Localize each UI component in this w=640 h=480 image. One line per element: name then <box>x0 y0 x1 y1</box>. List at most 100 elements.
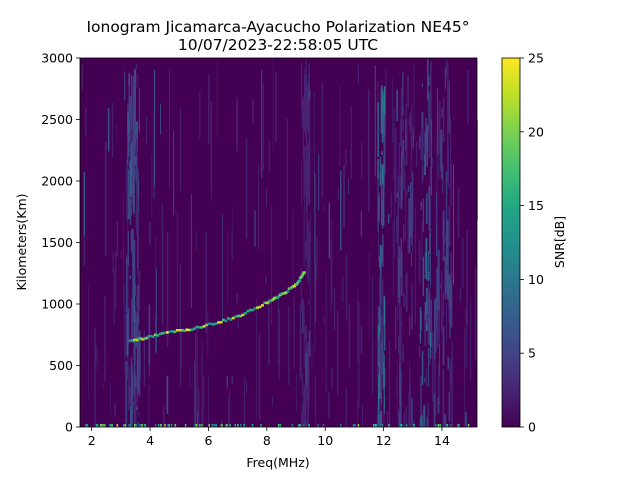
noise-streak <box>361 141 363 179</box>
trace-point <box>173 330 177 334</box>
noise-streak <box>121 250 122 259</box>
noise-band-streak <box>132 228 134 257</box>
noise-band-streak <box>424 311 426 346</box>
noise-band-streak <box>408 198 411 254</box>
noise-band-streak <box>430 331 432 359</box>
noise-band-streak <box>422 256 424 297</box>
ground-echo-mark <box>123 424 125 427</box>
noise-band-streak <box>301 99 304 128</box>
noise-streak <box>196 324 198 427</box>
noise-band-streak <box>384 114 386 175</box>
trace-point <box>246 309 250 313</box>
noise-band-streak <box>134 375 137 388</box>
noise-band-streak <box>129 161 131 169</box>
noise-band-streak <box>132 140 134 176</box>
noise-band-streak <box>379 156 382 186</box>
noise-streak <box>258 333 261 420</box>
noise-band-streak <box>427 347 429 387</box>
noise-band-streak <box>377 374 380 427</box>
noise-band-streak <box>444 256 447 300</box>
ground-echo-mark <box>144 424 147 427</box>
noise-streak <box>114 402 116 418</box>
noise-band-streak <box>136 318 138 348</box>
x-tick-label: 2 <box>88 433 96 448</box>
noise-streak <box>267 135 269 228</box>
noise-band-streak <box>409 369 411 412</box>
noise-streak <box>345 388 347 427</box>
noise-band-streak <box>137 125 140 129</box>
noise-streak <box>203 375 204 408</box>
noise-band-streak <box>448 147 449 188</box>
noise-band-streak <box>134 336 135 394</box>
ground-echo-mark <box>194 424 196 427</box>
ground-echo-mark <box>322 424 325 427</box>
noise-band-streak <box>126 171 128 219</box>
x-tick-label: 14 <box>434 433 450 448</box>
noise-streak <box>357 400 358 427</box>
noise-band-streak <box>428 186 430 200</box>
noise-band-streak <box>129 366 131 381</box>
noise-streak <box>160 103 162 135</box>
noise-band-streak <box>131 298 132 342</box>
noise-streak <box>252 99 254 123</box>
noise-band-streak <box>301 161 303 206</box>
noise-band-streak <box>409 315 411 336</box>
noise-streak <box>166 375 169 414</box>
colorbar-tick-label: 20 <box>528 124 544 139</box>
noise-streak <box>425 369 427 387</box>
trace-point <box>180 329 184 332</box>
ground-echo-mark <box>86 424 89 427</box>
trace-point <box>214 322 218 325</box>
noise-band-streak <box>377 171 379 232</box>
noise-streak <box>190 193 192 309</box>
noise-streak <box>420 132 421 158</box>
noise-band-streak <box>426 416 428 427</box>
chart-title: Ionogram Jicamarca-Ayacucho Polarization… <box>86 18 469 36</box>
noise-band-streak <box>125 361 128 424</box>
noise-band-streak <box>134 82 136 144</box>
trace-point <box>168 330 172 333</box>
noise-band-streak <box>308 330 311 357</box>
noise-band-streak <box>380 151 383 155</box>
trace-point <box>248 308 252 312</box>
noise-band-streak <box>307 144 309 206</box>
noise-band-streak <box>305 241 307 260</box>
noise-streak <box>475 267 477 361</box>
noise-band-streak <box>138 270 141 312</box>
ground-echo-mark <box>450 424 452 427</box>
noise-streak <box>430 119 432 196</box>
noise-streak <box>231 376 233 384</box>
noise-streak <box>195 333 197 391</box>
noise-band-streak <box>448 80 450 134</box>
noise-streak <box>309 213 311 330</box>
noise-band-streak <box>429 258 431 263</box>
noise-streak <box>447 219 449 300</box>
noise-streak <box>462 237 464 289</box>
noise-band-streak <box>308 63 310 115</box>
noise-band-streak <box>410 182 412 238</box>
noise-streak <box>168 67 170 189</box>
noise-streak <box>350 149 352 163</box>
noise-band-streak <box>125 380 127 385</box>
noise-band-streak <box>436 314 439 348</box>
ground-echo-mark <box>435 424 437 427</box>
noise-band-streak <box>448 274 451 308</box>
noise-streak <box>357 289 359 363</box>
noise-band-streak <box>125 307 127 358</box>
ground-echo-mark <box>291 424 293 427</box>
trace-point <box>183 329 187 333</box>
trace-point <box>151 335 155 338</box>
noise-streak <box>360 325 363 354</box>
trace-point <box>131 339 135 343</box>
y-tick-label: 2500 <box>41 112 73 127</box>
noise-band-streak <box>378 414 380 424</box>
noise-band-streak <box>136 73 138 88</box>
trace-point <box>139 337 143 340</box>
noise-streak <box>272 396 274 407</box>
noise-streak <box>107 108 110 152</box>
noise-streak <box>345 149 347 167</box>
noise-streak <box>256 297 258 418</box>
noise-band-streak <box>131 404 133 427</box>
noise-band-streak <box>435 192 438 256</box>
noise-band-streak <box>382 350 384 389</box>
